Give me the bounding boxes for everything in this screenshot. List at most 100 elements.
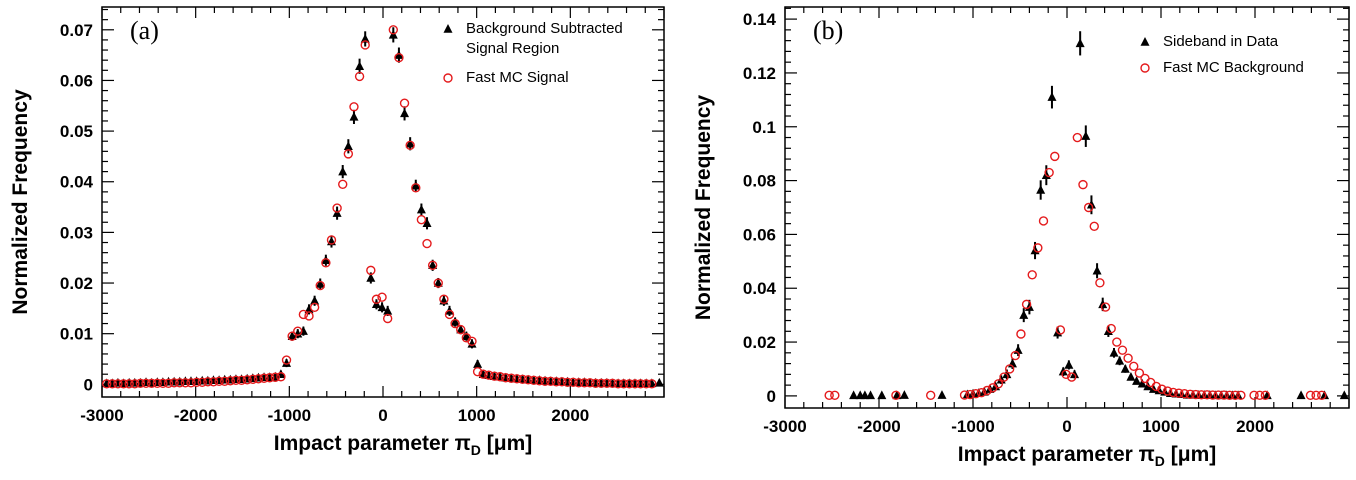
data-point (1196, 390, 1207, 400)
data-point (433, 278, 443, 288)
y-tick-label: 0.03 (60, 223, 93, 242)
data-point (220, 376, 230, 386)
data-point (1260, 390, 1271, 401)
data-point (1064, 359, 1074, 369)
data-point (540, 376, 550, 386)
data-point (1199, 390, 1209, 399)
data-point (1083, 202, 1094, 213)
data-point (298, 309, 309, 320)
data-point (1219, 390, 1229, 400)
data-point (965, 389, 975, 400)
data-point (377, 302, 387, 312)
series-triangles (849, 31, 1349, 400)
data-point (360, 40, 370, 50)
data-point (270, 372, 280, 382)
data-point (891, 390, 901, 401)
data-point (1216, 390, 1226, 400)
data-point (1254, 390, 1265, 401)
data-point (1072, 132, 1083, 143)
y-tick-label: 0.08 (743, 172, 776, 191)
data-point (1117, 345, 1128, 355)
data-point (135, 378, 146, 389)
data-point (478, 369, 488, 379)
data-point (647, 379, 657, 389)
data-point (1021, 299, 1032, 310)
data-point (523, 375, 533, 385)
y-tick-label: 0 (84, 375, 93, 394)
legend-marker-triangle (1140, 37, 1150, 46)
data-point (1207, 390, 1218, 400)
data-point (1095, 278, 1105, 288)
data-point (993, 379, 1004, 389)
data-point (1174, 388, 1184, 398)
data-point (613, 379, 623, 389)
data-point (1089, 221, 1099, 232)
data-point (456, 324, 466, 334)
data-point (416, 204, 426, 214)
data-point (456, 324, 466, 335)
panel-label: (b) (813, 16, 843, 45)
data-point (349, 102, 359, 112)
data-point (1191, 389, 1201, 400)
y-tick-label: 0 (767, 387, 776, 406)
y-tick-label: 0.1 (752, 118, 776, 137)
data-point (405, 140, 415, 150)
x-axis-title: Impact parameter πD [μm] (958, 443, 1216, 469)
data-point (163, 378, 174, 389)
x-tick-label: 2000 (551, 406, 589, 425)
data-point (1311, 390, 1321, 401)
data-point (422, 238, 432, 249)
data-point (1078, 179, 1088, 190)
data-point (982, 385, 992, 396)
legend-marker-triangle (443, 24, 453, 33)
data-point (1109, 347, 1119, 357)
data-point (203, 377, 213, 387)
data-point (225, 376, 236, 386)
data-point (495, 372, 505, 382)
legend-label: Fast MC Background (1163, 59, 1304, 76)
data-point (141, 378, 151, 389)
data-point (1066, 372, 1077, 382)
data-point (1249, 390, 1259, 401)
data-point (287, 331, 297, 341)
data-point (1112, 337, 1122, 347)
legend: Sideband in Data Fast MC Background (1140, 33, 1304, 76)
data-point (489, 371, 500, 381)
data-point (562, 377, 573, 388)
data-point (366, 265, 376, 276)
data-point (428, 260, 438, 270)
legend-label: Signal Region (466, 40, 559, 57)
data-point (1004, 364, 1015, 374)
data-point (596, 378, 606, 389)
data-point (101, 379, 112, 389)
data-point (315, 279, 325, 288)
data-point (450, 317, 460, 326)
data-point (557, 377, 567, 387)
data-point (1179, 389, 1190, 399)
data-point (338, 166, 348, 176)
data-point (529, 375, 539, 385)
data-point (360, 33, 370, 43)
data-point (1092, 265, 1102, 275)
data-point (830, 390, 840, 401)
data-point (959, 390, 970, 400)
data-point (1033, 243, 1043, 253)
data-point (349, 111, 359, 121)
legend-marker-circle (443, 73, 453, 83)
y-tick-label: 0.04 (60, 173, 94, 192)
data-point (1050, 151, 1060, 162)
data-point (377, 292, 387, 302)
data-point (1132, 376, 1142, 385)
data-point (985, 384, 995, 393)
data-point (1027, 270, 1037, 280)
data-point (332, 203, 342, 213)
data-point (1047, 92, 1057, 101)
data-point (517, 374, 528, 384)
data-point (1126, 372, 1136, 381)
x-tick-label: -2000 (174, 406, 217, 425)
series-circles (101, 25, 657, 389)
data-point (1162, 386, 1173, 396)
x-tick-label: 2000 (1236, 417, 1274, 436)
data-point (304, 311, 314, 321)
data-point (422, 218, 432, 228)
